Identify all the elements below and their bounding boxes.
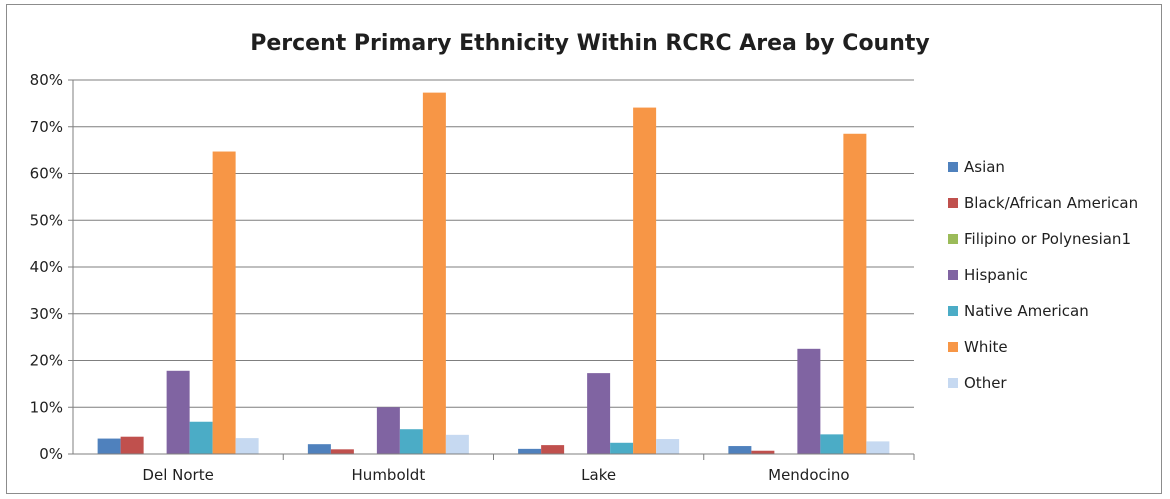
bar-black-african-american-lake (541, 445, 565, 454)
y-tick-label: 80% (30, 71, 63, 89)
legend-label: Hispanic (964, 266, 1028, 284)
y-tick-label: 0% (39, 445, 63, 463)
legend: Asian Black/African American Filipino or P… (948, 158, 1138, 392)
bar-native-american-lake (610, 442, 634, 454)
y-tick-label: 70% (30, 118, 63, 136)
x-category-label: Mendocino (768, 466, 849, 484)
legend-label: Black/African American (964, 194, 1138, 212)
legend-swatch (948, 270, 958, 280)
chart-frame (6, 4, 1162, 494)
bar-asian-mendocino (728, 446, 752, 454)
bar-asian-lake (518, 448, 542, 454)
bar-hispanic-mendocino (797, 348, 821, 454)
legend-swatch (948, 342, 958, 352)
bar-other-humboldt (445, 434, 469, 454)
legend-swatch (948, 378, 958, 388)
bar-hispanic-lake (587, 373, 611, 454)
bar-native-american-del-norte (189, 421, 213, 454)
legend-label: Filipino or Polynesian1 (964, 230, 1131, 248)
x-category-label: Humboldt (352, 466, 426, 484)
x-category-label: Del Norte (142, 466, 213, 484)
bar-other-del-norte (235, 438, 259, 454)
y-tick-label: 20% (30, 352, 63, 370)
legend-label: White (964, 338, 1008, 356)
y-tick-label: 10% (30, 398, 63, 416)
bar-hispanic-del-norte (166, 370, 190, 454)
legend-swatch (948, 234, 958, 244)
bar-black-african-american-humboldt (330, 449, 354, 454)
x-category-label: Lake (581, 466, 616, 484)
legend-label: Asian (964, 158, 1005, 176)
bar-other-mendocino (866, 441, 890, 454)
bar-white-humboldt (422, 92, 446, 454)
legend-label: Native American (964, 302, 1089, 320)
bar-black-african-american-del-norte (120, 436, 144, 454)
bar-black-african-american-mendocino (751, 450, 775, 454)
bars (97, 92, 890, 455)
y-tick-label: 60% (30, 165, 63, 183)
legend-swatch (948, 306, 958, 316)
bar-other-lake (656, 439, 680, 454)
legend-swatch (948, 198, 958, 208)
chart-title: Percent Primary Ethnicity Within RCRC Ar… (250, 31, 930, 56)
bar-white-del-norte (212, 151, 236, 454)
y-tick-label: 50% (30, 211, 63, 229)
bar-native-american-humboldt (399, 429, 423, 454)
gridlines (73, 79, 914, 408)
legend-swatch (948, 162, 958, 172)
y-tick-label: 40% (30, 258, 63, 276)
bar-white-mendocino (843, 133, 867, 454)
bar-native-american-mendocino (820, 434, 844, 454)
y-tick-label: 30% (30, 305, 63, 323)
bar-hispanic-humboldt (376, 407, 400, 454)
legend-label: Other (964, 374, 1007, 392)
bar-asian-humboldt (307, 444, 331, 454)
bar-asian-del-norte (97, 438, 121, 454)
axes: 0% 10% 20% 30% 40% 50% 60% 70% 80% Del Norte Humbo… (30, 71, 915, 484)
bar-white-lake (633, 107, 657, 455)
